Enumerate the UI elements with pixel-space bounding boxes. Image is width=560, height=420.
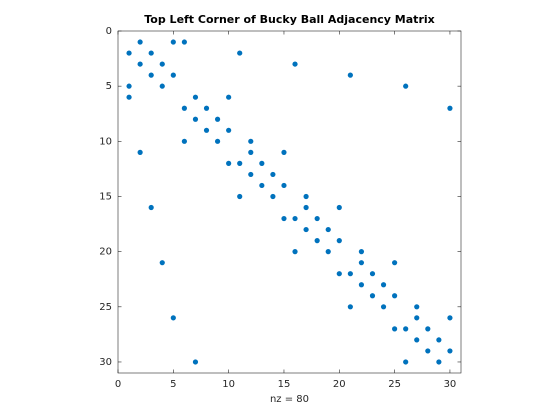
point bbox=[436, 359, 442, 365]
y-tick-label: 30 bbox=[99, 357, 112, 368]
point bbox=[159, 61, 165, 67]
x-tick-label: 25 bbox=[388, 379, 401, 390]
point bbox=[237, 160, 243, 166]
point bbox=[226, 127, 232, 133]
point bbox=[192, 359, 199, 365]
point bbox=[281, 149, 287, 155]
point bbox=[226, 94, 232, 100]
x-tick-label: 10 bbox=[222, 379, 235, 390]
point bbox=[414, 315, 420, 321]
point bbox=[137, 39, 143, 45]
y-tick-label: 15 bbox=[99, 191, 112, 202]
point bbox=[358, 282, 365, 288]
point bbox=[303, 226, 309, 233]
point bbox=[403, 83, 409, 89]
point bbox=[314, 238, 320, 244]
point bbox=[270, 193, 276, 200]
chart-title: Top Left Corner of Bucky Ball Adjacency … bbox=[144, 13, 434, 26]
point bbox=[336, 204, 342, 211]
y-tick-label: 10 bbox=[99, 136, 112, 147]
point bbox=[181, 138, 187, 144]
point bbox=[325, 226, 331, 233]
point bbox=[170, 39, 176, 45]
point bbox=[148, 50, 154, 56]
point bbox=[336, 238, 342, 244]
point bbox=[380, 304, 387, 310]
point bbox=[325, 249, 331, 255]
point bbox=[126, 83, 132, 89]
point bbox=[447, 348, 453, 354]
point bbox=[292, 249, 298, 255]
point bbox=[414, 337, 420, 343]
point bbox=[270, 171, 276, 178]
point bbox=[425, 326, 431, 332]
point bbox=[403, 326, 409, 332]
point bbox=[392, 260, 398, 266]
point bbox=[347, 304, 353, 310]
point bbox=[148, 204, 154, 211]
point bbox=[436, 337, 442, 343]
x-tick-label: 15 bbox=[278, 379, 291, 390]
point bbox=[392, 326, 398, 332]
point bbox=[137, 149, 143, 155]
y-tick-label: 25 bbox=[99, 302, 112, 313]
y-tick-label: 20 bbox=[99, 247, 112, 258]
point bbox=[248, 171, 254, 178]
point bbox=[159, 260, 165, 266]
point bbox=[259, 182, 265, 189]
point bbox=[347, 271, 353, 277]
x-tick-label: 0 bbox=[115, 379, 121, 390]
point bbox=[403, 359, 409, 365]
point bbox=[192, 116, 199, 122]
point bbox=[237, 50, 243, 56]
point bbox=[214, 138, 221, 144]
y-tick-label: 5 bbox=[106, 81, 112, 92]
point bbox=[148, 72, 154, 78]
point bbox=[303, 193, 309, 200]
point bbox=[369, 293, 376, 299]
point bbox=[336, 271, 342, 277]
point bbox=[181, 39, 187, 45]
point bbox=[392, 293, 398, 299]
point bbox=[447, 315, 453, 321]
point bbox=[380, 282, 387, 288]
point bbox=[192, 94, 199, 100]
point bbox=[137, 61, 143, 67]
point bbox=[237, 193, 243, 200]
point bbox=[358, 249, 365, 255]
point bbox=[303, 204, 309, 211]
point bbox=[181, 105, 187, 111]
plot-area bbox=[117, 30, 462, 374]
point bbox=[226, 160, 232, 166]
point bbox=[292, 215, 298, 222]
point bbox=[203, 105, 210, 111]
point bbox=[248, 149, 254, 155]
point bbox=[347, 72, 353, 78]
point bbox=[214, 116, 221, 122]
point bbox=[126, 94, 132, 100]
point bbox=[159, 83, 165, 89]
x-tick-label: 30 bbox=[444, 379, 457, 390]
x-tick-label: 5 bbox=[170, 379, 176, 390]
x-tick-label: 20 bbox=[333, 379, 346, 390]
point bbox=[126, 50, 132, 56]
point bbox=[203, 127, 210, 133]
point bbox=[414, 304, 420, 310]
point bbox=[170, 72, 176, 78]
point bbox=[281, 182, 287, 189]
point bbox=[292, 61, 298, 67]
point bbox=[259, 160, 265, 166]
point bbox=[369, 271, 376, 277]
point bbox=[170, 315, 176, 321]
point bbox=[248, 138, 254, 144]
point bbox=[281, 215, 287, 222]
x-axis-label: nz = 80 bbox=[270, 394, 309, 405]
y-tick-label: 0 bbox=[106, 26, 112, 37]
point bbox=[358, 260, 365, 266]
point bbox=[314, 215, 320, 222]
point bbox=[447, 105, 453, 111]
point bbox=[425, 348, 431, 354]
